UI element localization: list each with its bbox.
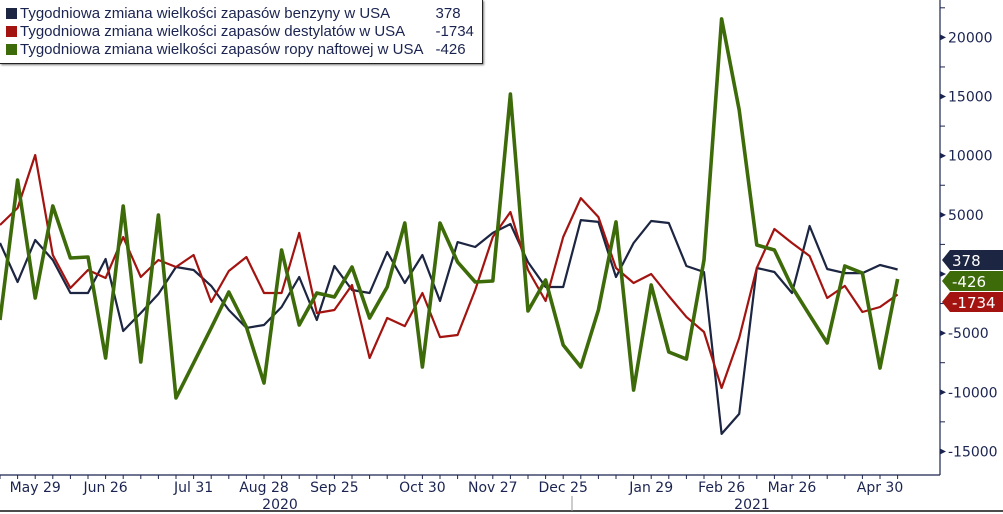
y-tick-mark [940, 34, 946, 41]
x-tick-label: Jul 31 [173, 480, 213, 496]
legend-label: Tygodniowa zmiana wielkości zapasów ropy… [20, 41, 424, 58]
legend-item-distillates: Tygodniowa zmiana wielkości zapasów dest… [6, 23, 424, 40]
x-tick-label: Apr 30 [857, 480, 903, 496]
series-layer [0, 17, 900, 435]
x-tick-label: May 29 [10, 480, 61, 496]
y-tick-mark [940, 271, 946, 277]
x-tick-label: Dec 25 [539, 480, 588, 496]
legend-value: -426 [435, 41, 466, 58]
x-tick-label: Mar 26 [768, 480, 817, 496]
x-tick-label: Nov 27 [468, 480, 518, 496]
distillates-series-line [0, 153, 899, 390]
tag-layer: 378 -426 -1734 [942, 250, 1003, 312]
y-tick-mark [940, 93, 946, 100]
x-tick-label: Oct 30 [399, 480, 445, 496]
x-tick-label: Aug 28 [239, 480, 289, 496]
legend-value: 378 [435, 5, 461, 22]
legend-label: Tygodniowa zmiana wielkości zapasów dest… [20, 23, 406, 40]
legend: Tygodniowa zmiana wielkości zapasów benz… [0, 0, 483, 64]
last-value-tag-label: -426 [952, 273, 986, 291]
y-tick-label: -10000 [948, 385, 998, 401]
last-value-tag: -426 [942, 271, 1003, 291]
last-value-tag-bg [942, 292, 1003, 312]
legend-item-gasoline: Tygodniowa zmiana wielkości zapasów benz… [6, 5, 424, 22]
legend-swatch-crude-oil [6, 44, 17, 55]
last-value-tag: -1734 [942, 292, 1003, 312]
legend-item-crude-oil: Tygodniowa zmiana wielkości zapasów ropy… [6, 41, 424, 58]
y-tick-mark [940, 152, 946, 159]
y-tick-label: 15000 [948, 90, 993, 106]
y-tick-layer: 20000 15000 10000 5000 -5000 -10000 -15000 [940, 7, 998, 460]
last-value-tag-bg [942, 250, 1003, 270]
crude-oil-series-line [0, 17, 900, 400]
x-tick-layer: May 29 Jun 26 Jul 31 Aug 28 Sep 25 Oct 30 Nov … [0, 475, 903, 513]
last-value-tag-bg [942, 271, 1003, 291]
legend-swatch-distillates [6, 26, 17, 37]
y-tick-label: 10000 [948, 149, 993, 165]
year-label: 2021 [734, 497, 770, 513]
last-value-tag-label: 378 [952, 252, 981, 270]
last-value-tag: 378 [942, 250, 1003, 270]
x-tick-label: Jun 26 [83, 480, 128, 496]
x-tick-label: Feb 26 [698, 480, 745, 496]
last-value-tag-label: -1734 [952, 294, 996, 312]
y-tick-mark [940, 448, 946, 455]
y-tick-label: -5000 [948, 326, 989, 342]
x-tick-label: Jan 29 [628, 480, 673, 496]
y-tick-label: -15000 [948, 444, 998, 460]
legend-label: Tygodniowa zmiana wielkości zapasów benz… [20, 5, 391, 22]
year-label: 2020 [262, 497, 298, 513]
y-tick-mark [940, 389, 946, 396]
legend-swatch-gasoline [6, 8, 17, 19]
x-tick-label: Sep 25 [310, 480, 359, 496]
y-tick-label: 20000 [948, 30, 993, 46]
y-tick-mark [940, 330, 946, 337]
y-tick-mark [940, 211, 946, 218]
y-tick-label: 5000 [948, 208, 984, 224]
legend-value: -1734 [435, 23, 474, 40]
